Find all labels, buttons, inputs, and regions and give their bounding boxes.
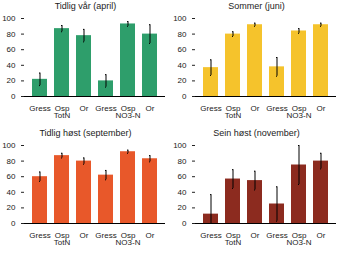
svg-text:Or: Or — [146, 104, 155, 113]
svg-text:TotN: TotN — [54, 238, 71, 247]
svg-text:40: 40 — [7, 188, 16, 197]
svg-text:Osp: Osp — [54, 104, 70, 114]
svg-text:20: 20 — [178, 203, 187, 212]
svg-text:100: 100 — [2, 141, 16, 150]
svg-text:80: 80 — [178, 157, 187, 166]
svg-text:Osp: Osp — [291, 231, 307, 241]
svg-text:Osp: Osp — [120, 231, 136, 241]
svg-text:NO3-N: NO3-N — [287, 111, 312, 120]
svg-text:60: 60 — [178, 45, 187, 54]
svg-text:60: 60 — [178, 172, 187, 181]
svg-text:Osp: Osp — [120, 104, 136, 114]
svg-text:Osp: Osp — [54, 231, 70, 241]
html-text:Tidlig vår (april): Tidlig vår (april) — [54, 1, 117, 11]
svg-text:Or: Or — [80, 104, 89, 113]
svg-text:100: 100 — [2, 14, 16, 23]
svg-text:40: 40 — [178, 188, 187, 197]
svg-text:40: 40 — [7, 61, 16, 70]
svg-text:Osp: Osp — [225, 231, 241, 241]
svg-text:20: 20 — [7, 203, 16, 212]
svg-text:Gress: Gress — [266, 231, 287, 240]
html-text:Sein høst (november): Sein høst (november) — [213, 128, 300, 138]
svg-text:Or: Or — [251, 231, 260, 240]
svg-text:Gress: Gress — [95, 104, 116, 113]
svg-text:Or: Or — [251, 104, 260, 113]
svg-text:TotN: TotN — [225, 111, 242, 120]
svg-text:0: 0 — [11, 219, 16, 228]
svg-text:Or: Or — [146, 231, 155, 240]
svg-text:100: 100 — [173, 14, 187, 23]
svg-text:Or: Or — [317, 104, 326, 113]
svg-text:Gress: Gress — [29, 104, 50, 113]
svg-text:NO3-N: NO3-N — [116, 238, 141, 247]
svg-text:Gress: Gress — [200, 231, 221, 240]
svg-text:Gress: Gress — [200, 104, 221, 113]
svg-text:TotN: TotN — [225, 238, 242, 247]
svg-text:80: 80 — [7, 157, 16, 166]
svg-text:NO3-N: NO3-N — [287, 238, 312, 247]
html-text:Tidlig høst (september): Tidlig høst (september) — [39, 128, 132, 138]
svg-text:0: 0 — [182, 219, 187, 228]
svg-text:Or: Or — [317, 231, 326, 240]
svg-text:60: 60 — [7, 172, 16, 181]
svg-text:100: 100 — [173, 141, 187, 150]
svg-text:Gress: Gress — [266, 104, 287, 113]
svg-text:20: 20 — [7, 76, 16, 85]
svg-text:20: 20 — [178, 76, 187, 85]
svg-text:40: 40 — [178, 61, 187, 70]
html-text:Sommer (juni): Sommer (juni) — [228, 1, 285, 11]
svg-text:NO3-N: NO3-N — [116, 111, 141, 120]
svg-text:80: 80 — [178, 30, 187, 39]
svg-text:0: 0 — [11, 92, 16, 101]
svg-text:TotN: TotN — [54, 111, 71, 120]
svg-text:0: 0 — [182, 92, 187, 101]
svg-text:60: 60 — [7, 45, 16, 54]
svg-text:Gress: Gress — [95, 231, 116, 240]
svg-text:Or: Or — [80, 231, 89, 240]
svg-text:80: 80 — [7, 30, 16, 39]
svg-text:Osp: Osp — [225, 104, 241, 114]
svg-text:Gress: Gress — [29, 231, 50, 240]
svg-text:Osp: Osp — [291, 104, 307, 114]
